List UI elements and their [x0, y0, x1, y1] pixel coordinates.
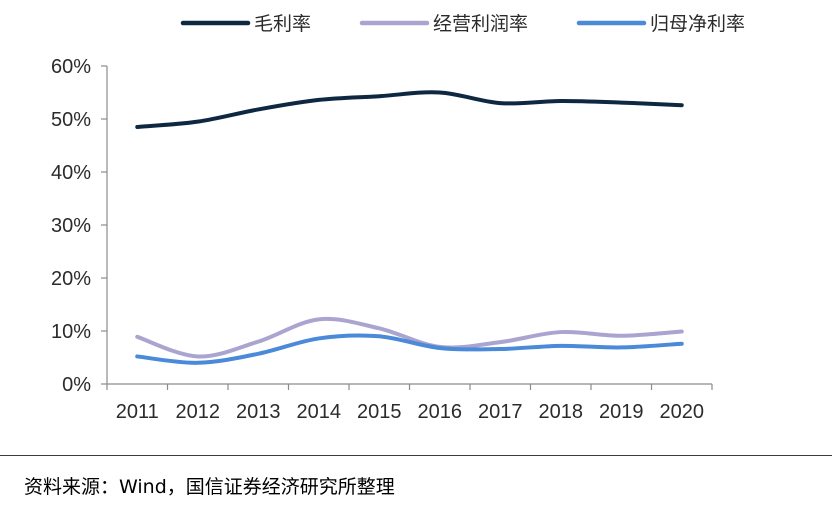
source-note: 资料来源：Wind，国信证券经济研究所整理: [24, 476, 395, 498]
line-chart: 毛利率 经营利润率 归母净利率 0%10%20%30%40%50%60% 2011 2…: [51, 13, 745, 423]
x-tick-label: 2017: [478, 401, 523, 423]
divider: [0, 455, 832, 456]
y-axis: 0% 10% 20% 30% 40% 50% 60%: [51, 56, 108, 396]
y-tick-label: 30%: [51, 215, 91, 237]
series-line-net-margin: [135, 333, 684, 365]
x-tick-label: 2016: [418, 401, 463, 423]
legend-label: 经营利润率: [433, 13, 528, 35]
legend-label: 归母净利率: [650, 13, 745, 35]
y-tick-label: 60%: [51, 56, 91, 78]
x-tick-label: 2011: [116, 401, 159, 423]
series-line-operating-margin: [135, 316, 684, 359]
legend-label: 毛利率: [254, 13, 311, 35]
y-tick-label: 40%: [51, 162, 91, 184]
x-tick-label: 2013: [236, 401, 281, 423]
x-tick-label: 2012: [176, 401, 221, 423]
x-tick-label: 2014: [297, 401, 342, 423]
x-tick-label: 2018: [539, 401, 584, 423]
series-layer: [135, 90, 684, 365]
y-tick-label: 10%: [51, 321, 91, 343]
legend: 毛利率 经营利润率 归母净利率: [180, 13, 745, 35]
y-tick-label: 0%: [62, 374, 91, 396]
y-tick-label: 50%: [51, 109, 91, 131]
x-tick-label: 2015: [357, 401, 402, 423]
x-tick-label: 2020: [660, 401, 705, 423]
x-tick-label: 2019: [599, 401, 644, 423]
series-line-gross-margin: [135, 90, 684, 129]
x-axis: 2011 2012 2013 2014 2015 2016 2017 2018 2019 2020: [106, 383, 713, 423]
y-tick-label: 20%: [51, 268, 91, 290]
